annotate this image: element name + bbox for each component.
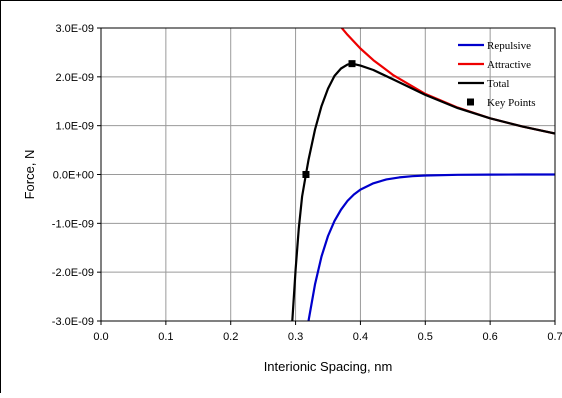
x-axis-label: Interionic Spacing, nm: [264, 359, 393, 374]
x-tick-label: 0.1: [158, 331, 173, 343]
y-tick-label: -2.0E-09: [52, 267, 94, 279]
y-tick-label: 1.0E-09: [55, 121, 94, 133]
y-tick-label: 3.0E-09: [55, 23, 94, 35]
legend-swatch-key-points: [467, 98, 474, 106]
legend-label-repulsive: Repulsive: [487, 40, 531, 52]
series-line-repulsive: [307, 173, 555, 321]
legend-label-attractive: Attractive: [487, 59, 531, 71]
series-line-total: [291, 62, 555, 321]
y-tick-label: -3.0E-09: [52, 316, 94, 328]
x-tick-label: 0.5: [418, 331, 433, 343]
y-axis-label: Force, N: [22, 150, 37, 200]
x-tick-label: 0.7: [547, 331, 562, 343]
x-tick-label: 0.3: [288, 331, 303, 343]
legend: Repulsive Attractive Total Key Points: [458, 40, 536, 109]
legend-label-total: Total: [487, 78, 509, 90]
axes: 0.0 0.1 0.2 0.3 0.4 0.5 0.6 0.7 3.0E-09 2.0E-09 1.…: [52, 23, 562, 343]
legend-label-key-points: Key Points: [487, 97, 536, 109]
y-tick-label: -1.0E-09: [52, 218, 94, 230]
x-tick-label: 0.4: [353, 331, 368, 343]
plot-series: [291, 28, 555, 321]
x-tick-label: 0.6: [482, 331, 497, 343]
y-tick-label: 0.0E+00: [53, 170, 94, 182]
key-point-marker: [302, 171, 310, 178]
x-tick-label: 0.0: [93, 331, 108, 343]
key-point-marker: [348, 60, 356, 68]
y-tick-label: 2.0E-09: [55, 72, 94, 84]
grid-lines: [101, 28, 555, 321]
x-tick-label: 0.2: [223, 331, 238, 343]
